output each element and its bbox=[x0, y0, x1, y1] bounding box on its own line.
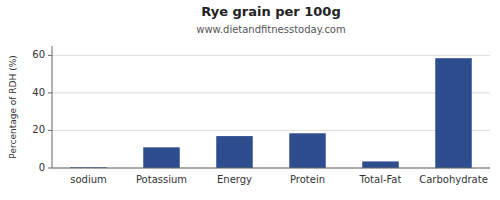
x-axis: sodium Potassium Energy Protein Total-Fat Car… bbox=[70, 174, 488, 185]
bar bbox=[435, 58, 472, 168]
x-tick-label: Protein bbox=[290, 174, 325, 185]
grid-line bbox=[52, 55, 490, 56]
bar bbox=[289, 133, 326, 168]
chart: 0 20 40 60 sodium Potassium Energy Protein Total… bbox=[0, 0, 500, 200]
bar bbox=[362, 161, 399, 168]
y-tick-label: 60 bbox=[32, 49, 45, 60]
x-tick-label: Carbohydrate bbox=[419, 174, 488, 185]
y-tick bbox=[48, 130, 52, 131]
grid-line bbox=[52, 92, 490, 93]
y-axis: 0 20 40 60 bbox=[32, 49, 52, 173]
chart-container: 0 20 40 60 sodium Potassium Energy Protein Total… bbox=[0, 0, 500, 200]
y-tick-label: 0 bbox=[39, 162, 45, 173]
x-tick-label: Potassium bbox=[136, 174, 187, 185]
x-tick-label: sodium bbox=[70, 174, 107, 185]
title: Rye grain per 100g bbox=[201, 4, 340, 19]
grid-line bbox=[52, 130, 490, 131]
x-axis-line bbox=[52, 168, 490, 169]
y-tick bbox=[48, 92, 52, 93]
y-tick bbox=[48, 55, 52, 56]
y-axis-line bbox=[52, 46, 53, 168]
x-tick-label: Energy bbox=[217, 174, 252, 185]
grid bbox=[52, 55, 490, 168]
bar bbox=[216, 136, 253, 168]
grid-line bbox=[52, 168, 490, 169]
x-tick-label: Total-Fat bbox=[359, 174, 402, 185]
y-tick bbox=[48, 168, 52, 169]
bar bbox=[143, 147, 180, 168]
bars bbox=[70, 58, 472, 168]
y-tick-label: 20 bbox=[32, 124, 45, 135]
y-tick-label: 40 bbox=[32, 87, 45, 98]
subtitle: www.dietandfitnesstoday.com bbox=[196, 24, 345, 35]
y-axis-label: Percentage of RDH (%) bbox=[8, 55, 18, 158]
